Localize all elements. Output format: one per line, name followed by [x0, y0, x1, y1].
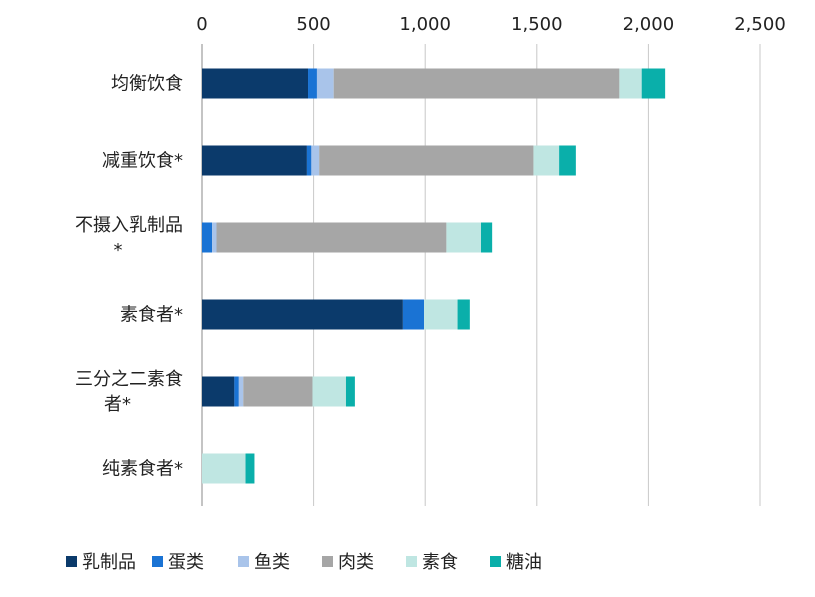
x-tick-label: 1,500 — [511, 14, 563, 35]
bar-segment — [481, 222, 493, 253]
bar-segment — [446, 222, 481, 253]
bar-segment — [345, 376, 355, 407]
legend: 乳制品 蛋类 鱼类 肉类 素食 糖油 — [66, 552, 542, 573]
category-label: 者* — [104, 394, 131, 415]
bar-segment — [619, 68, 642, 99]
bar-segment — [533, 145, 560, 176]
bars — [202, 68, 666, 484]
bar-segment — [312, 376, 346, 407]
bar-segment — [238, 376, 244, 407]
legend-swatch — [322, 556, 333, 567]
legend-label: 鱼类 — [254, 552, 290, 573]
category-label: 减重饮食* — [102, 151, 183, 172]
bar-segment — [559, 145, 576, 176]
legend-label: 乳制品 — [82, 552, 136, 573]
bar-segment — [202, 376, 235, 407]
legend-swatch — [490, 556, 501, 567]
legend-swatch — [152, 556, 163, 567]
bar-segment — [316, 68, 334, 99]
category-label: 均衡饮食 — [111, 74, 183, 95]
legend-label: 糖油 — [506, 552, 542, 573]
bar-segment — [308, 68, 317, 99]
bar-segment — [311, 145, 320, 176]
bar-segment — [333, 68, 620, 99]
x-tick-label: 1,000 — [399, 14, 451, 35]
bar-segment — [402, 299, 425, 330]
bar-segment — [234, 376, 239, 407]
bar-segment — [243, 376, 313, 407]
bar-segment — [306, 145, 312, 176]
x-tick-label: 500 — [296, 14, 330, 35]
legend-swatch — [406, 556, 417, 567]
bar-segment — [202, 68, 309, 99]
bar-segment — [212, 222, 217, 253]
bar-segment — [641, 68, 666, 99]
bar-segment — [424, 299, 458, 330]
category-label: 三分之二素食 — [75, 369, 183, 390]
bar-segment — [216, 222, 447, 253]
x-tick-label: 2,500 — [734, 14, 786, 35]
bar-segment — [245, 453, 255, 484]
gridlines — [313, 44, 761, 506]
bar-segment — [202, 299, 403, 330]
legend-swatch — [66, 556, 77, 567]
bar-segment — [202, 145, 307, 176]
category-label: 纯素食者* — [102, 459, 183, 480]
bar-segment — [202, 222, 213, 253]
x-tick-label: 2,000 — [623, 14, 675, 35]
bar-segment — [457, 299, 470, 330]
category-label: 素食者* — [120, 305, 183, 326]
legend-swatch — [238, 556, 249, 567]
legend-label: 素食 — [422, 552, 458, 573]
category-label: * — [114, 240, 123, 261]
x-tick-label: 0 — [196, 14, 207, 35]
legend-label: 肉类 — [338, 552, 374, 573]
category-label: 不摄入乳制品 — [75, 215, 183, 236]
x-axis-ticks: 0 500 1,000 1,500 2,000 2,500 — [196, 14, 785, 35]
bar-segment — [202, 453, 246, 484]
bar-segment — [319, 145, 534, 176]
legend-label: 蛋类 — [168, 552, 204, 573]
